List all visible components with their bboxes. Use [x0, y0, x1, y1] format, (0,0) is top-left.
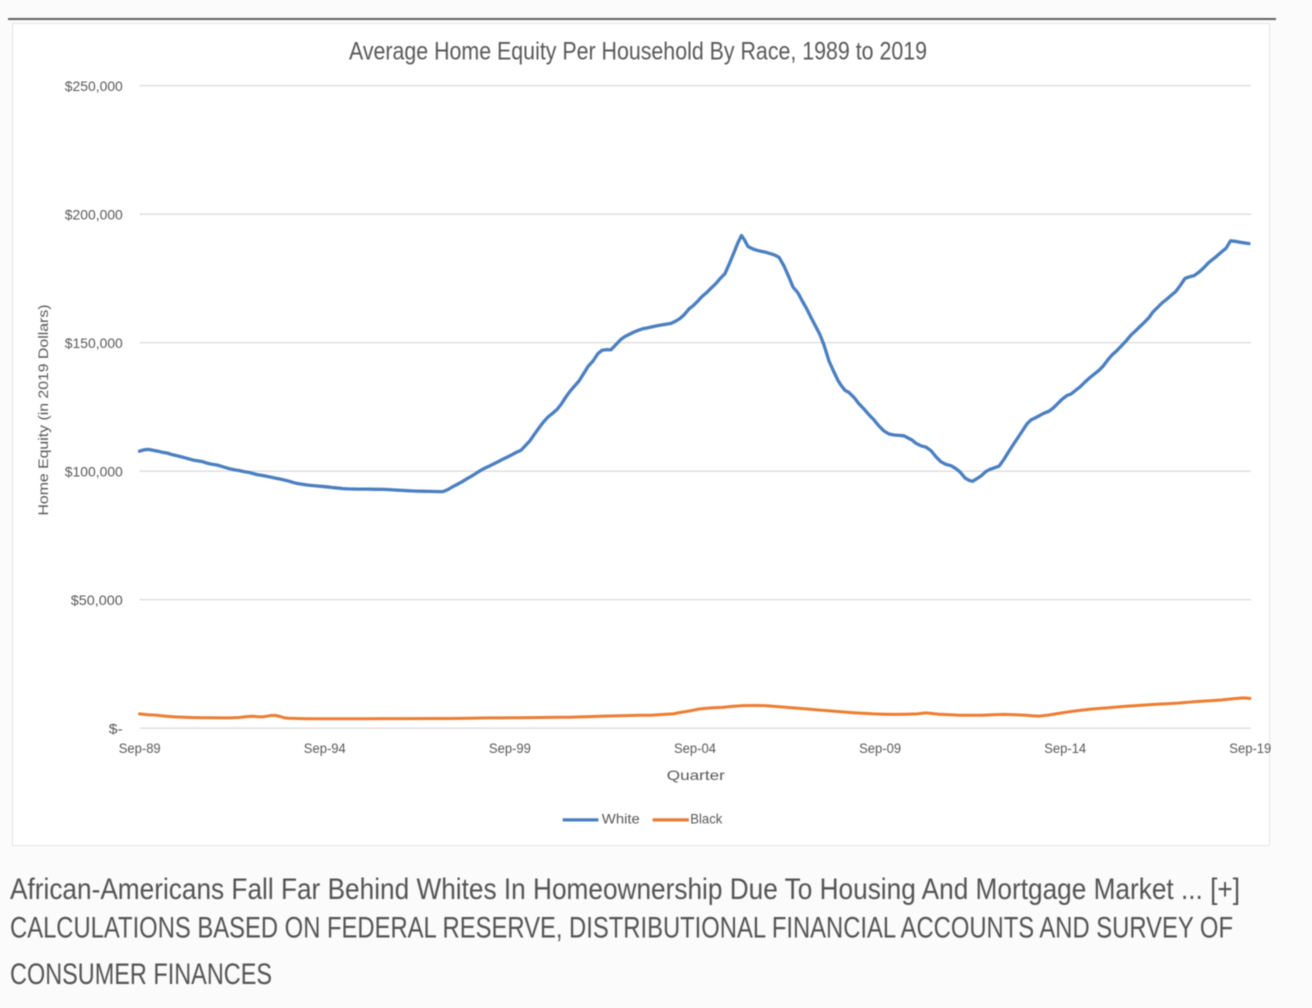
svg-text:CALCULATIONS BASED ON FEDERAL: CALCULATIONS BASED ON FEDERAL RESERVE, D… [10, 912, 1233, 945]
svg-text:White: White [602, 812, 640, 827]
svg-text:Sep-09: Sep-09 [859, 741, 901, 756]
svg-text:Sep-14: Sep-14 [1044, 741, 1086, 756]
svg-text:Sep-94: Sep-94 [304, 741, 346, 756]
svg-text:Black: Black [690, 812, 722, 827]
svg-text:Sep-89: Sep-89 [119, 741, 161, 756]
svg-text:$250,000: $250,000 [65, 79, 123, 94]
svg-text:CONSUMER FINANCES: CONSUMER FINANCES [10, 958, 272, 991]
svg-text:$100,000: $100,000 [65, 464, 123, 479]
svg-text:African-Americans Fall Far Beh: African-Americans Fall Far Behind Whites… [10, 873, 1240, 906]
svg-text:Average Home Equity Per Househ: Average Home Equity Per Household By Rac… [349, 37, 927, 65]
svg-text:Sep-19: Sep-19 [1229, 741, 1271, 756]
svg-text:Sep-04: Sep-04 [674, 741, 716, 756]
svg-text:$150,000: $150,000 [65, 336, 123, 351]
svg-text:$50,000: $50,000 [71, 593, 123, 608]
svg-text:Quarter: Quarter [667, 767, 725, 783]
svg-text:$-: $- [109, 721, 123, 736]
svg-text:$200,000: $200,000 [65, 207, 123, 222]
svg-text:Sep-99: Sep-99 [489, 741, 531, 756]
svg-text:Home Equity (in 2019 Dollars): Home Equity (in 2019 Dollars) [35, 305, 51, 516]
